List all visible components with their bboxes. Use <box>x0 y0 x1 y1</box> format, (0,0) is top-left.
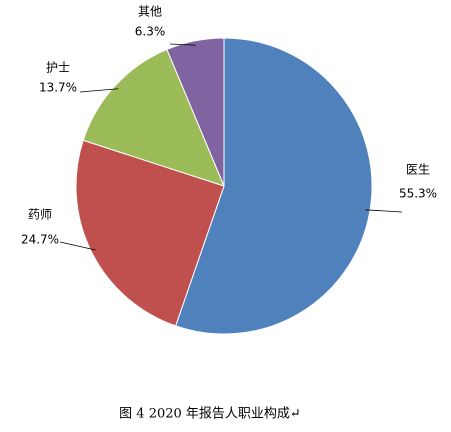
pie-slice <box>82 48 225 187</box>
pie-slice <box>75 139 225 327</box>
slice-label: 护士 <box>46 61 70 75</box>
slice-value-label: 55.3% <box>399 187 437 201</box>
slice-value-label: 6.3% <box>135 25 166 39</box>
pie-slice <box>166 37 225 187</box>
slice-value-label: 24.7% <box>21 233 59 247</box>
leader-line <box>169 43 196 46</box>
leader-line <box>365 209 403 213</box>
slice-label: 医生 <box>406 163 430 177</box>
slice-label: 药师 <box>28 208 52 222</box>
slice-label: 其他 <box>138 5 162 19</box>
leader-line <box>59 241 96 251</box>
caption: 图 4 2020 年报告人职业构成↵ <box>119 407 301 422</box>
pie-slice <box>174 37 373 335</box>
leader-line <box>79 88 119 93</box>
slice-value-label: 13.7% <box>39 81 77 95</box>
